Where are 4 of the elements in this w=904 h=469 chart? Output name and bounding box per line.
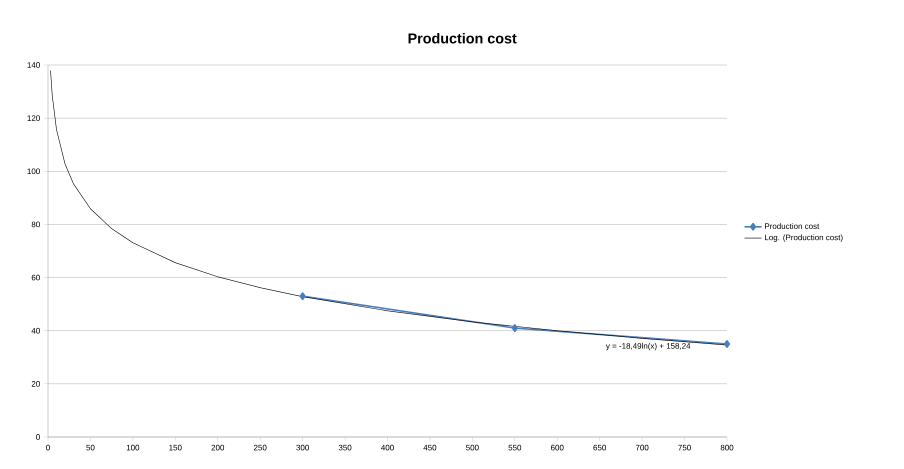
point [512,324,518,332]
chart-title: Production cost [408,32,517,44]
point [724,340,730,348]
point [299,292,306,300]
